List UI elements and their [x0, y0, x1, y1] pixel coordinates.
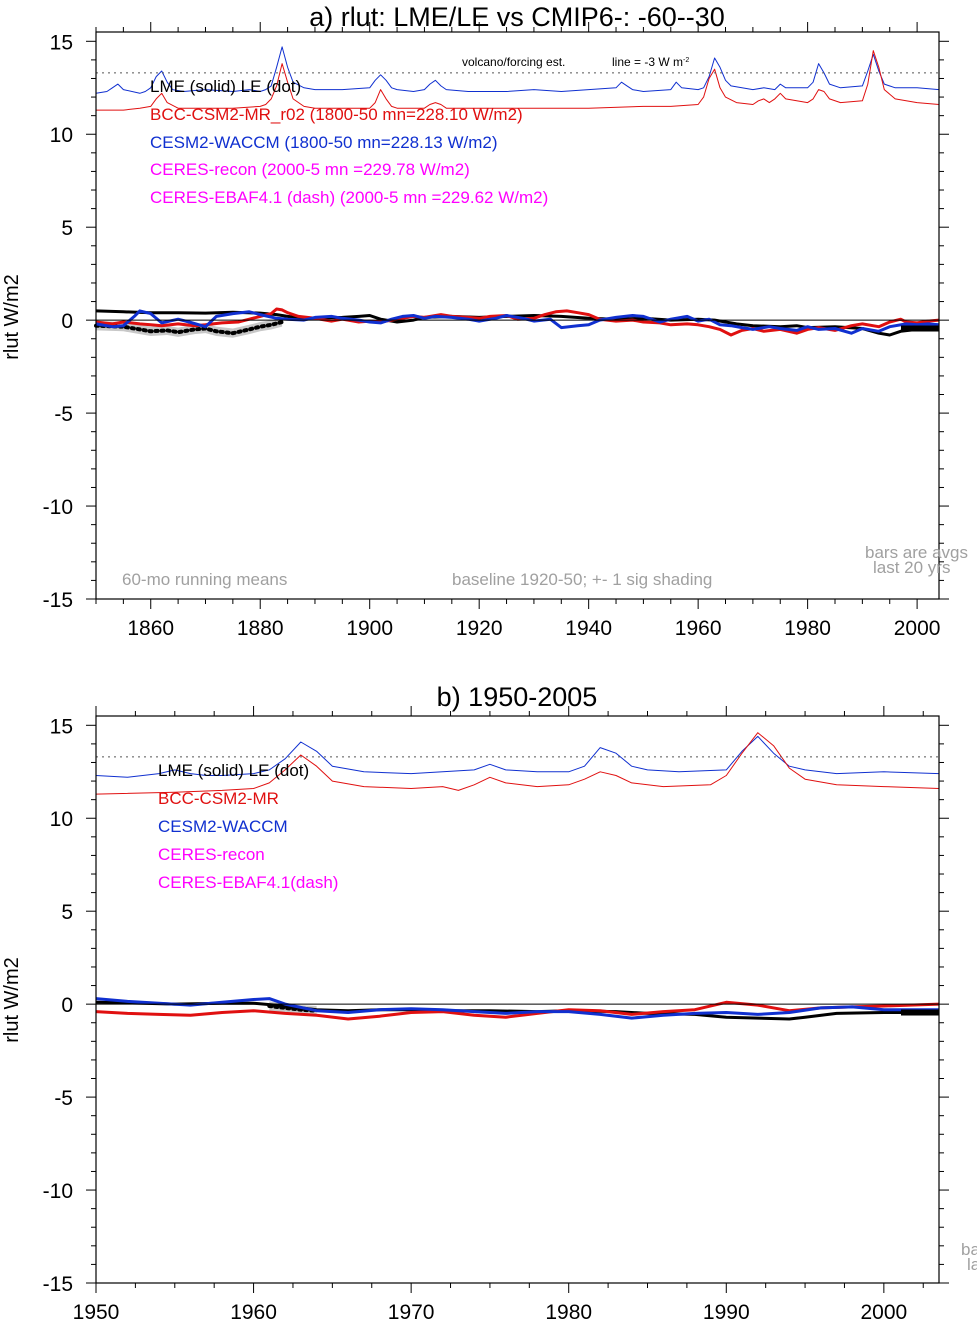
line-label-text: line = -3 W m [612, 55, 683, 69]
y-tick-label: 10 [50, 124, 73, 147]
series-line-le [94, 320, 285, 336]
panel-b-x-ticks: 1950 1960 1970 1980 1990 2000 [73, 706, 924, 1324]
y-tick-label: 0 [61, 310, 73, 333]
y-tick-label: 5 [61, 901, 73, 924]
bars-note-line1: ba [961, 1240, 977, 1259]
y-tick-label: -10 [43, 1180, 73, 1203]
x-tick-label: 1880 [237, 617, 284, 640]
x-tick-label: 1940 [565, 617, 612, 640]
series-line-cesm2-waccm [95, 309, 940, 335]
legend-entry: CERES-recon [158, 845, 265, 864]
x-tick-label: 1950 [73, 1301, 120, 1324]
baseline-note: baseline 1920-50; +- 1 sig shading [452, 570, 712, 589]
y-tick-label: 15 [50, 31, 73, 54]
panel-b-legend: LME (solid) LE (dot) BCC-CSM2-MR CESM2-W… [158, 761, 338, 892]
legend-entry: LME (solid) LE (dot) [150, 77, 301, 96]
series-line-bcc-csm2-mr-r02 [95, 307, 940, 337]
x-tick-label: 1900 [346, 617, 393, 640]
last-20yr-bar [901, 1009, 939, 1016]
x-tick-label: 2000 [894, 617, 941, 640]
y-tick-label: -10 [43, 496, 73, 519]
series-line-lme [95, 1000, 939, 1021]
series-line-cesm2-waccm-forcing [95, 46, 940, 94]
bars-note-line2: la [967, 1255, 977, 1274]
panel-a-x-ticks: 1860 1880 1900 1920 1940 1960 1980 2000 [95, 22, 941, 640]
x-tick-label: 1960 [230, 1301, 277, 1324]
panel-a-chart: a) rlut: LME/LE vs CMIP6-: -60--30 rlut … [1, 2, 968, 640]
legend-entry: CERES-EBAF4.1(dash) [158, 873, 338, 892]
plot-frame [95, 31, 940, 600]
series-line-bcc-csm2-mr [95, 1000, 940, 1021]
legend-entry: CERES-EBAF4.1 (dash) (2000-5 mn =229.62 … [150, 188, 548, 207]
panel-b-y-axis-label: rlut W/m2 [1, 957, 23, 1043]
y-tick-label: -15 [43, 1273, 73, 1296]
series-line-cesm2-waccm-forcing [95, 735, 940, 778]
panel-b-frame [95, 715, 940, 1284]
x-tick-label: 1960 [675, 617, 722, 640]
last-20yr-bar [901, 325, 939, 332]
y-tick-label: 0 [61, 994, 73, 1017]
panel-a-series [94, 46, 940, 337]
line-label: line = -3 W m-2 [612, 55, 689, 69]
panel-a-frame [95, 31, 940, 600]
panel-b-series [95, 732, 940, 1021]
legend-entry: CESM2-WACCM [158, 817, 288, 836]
x-tick-label: 1920 [456, 617, 503, 640]
panel-a-legend: LME (solid) LE (dot) BCC-CSM2-MR_r02 (18… [150, 77, 548, 207]
running-mean-note: 60-mo running means [122, 570, 287, 589]
legend-entry: BCC-CSM2-MR [158, 789, 279, 808]
legend-entry: CESM2-WACCM (1800-50 mn=228.13 W/m2) [150, 133, 498, 152]
legend-entry: LME (solid) LE (dot) [158, 761, 309, 780]
bars-note-line1: bars are avgs [865, 543, 968, 562]
y-tick-label: 10 [50, 808, 73, 831]
bars-note-line2: last 20 yrs [873, 558, 950, 577]
y-tick-label: -15 [43, 589, 73, 612]
x-tick-label: 2000 [860, 1301, 907, 1324]
panel-b-title: b) 1950-2005 [437, 682, 598, 712]
plot-frame [95, 715, 940, 1284]
x-tick-label: 1980 [545, 1301, 592, 1324]
x-tick-label: 1970 [388, 1301, 435, 1324]
y-tick-label: 15 [50, 715, 73, 738]
volcano-label: volcano/forcing est. [462, 55, 565, 69]
y-tick-label: 5 [61, 217, 73, 240]
panel-a-y-axis-label: rlut W/m2 [1, 274, 23, 360]
panel-b-y-ticks: 15 10 5 0 -5 -10 -15 [43, 715, 949, 1296]
x-tick-label: 1980 [784, 617, 831, 640]
panel-a-y-ticks: 15 10 5 0 -5 -10 -15 [43, 31, 949, 612]
y-tick-label: -5 [54, 1087, 73, 1110]
panel-a-title: a) rlut: LME/LE vs CMIP6-: -60--30 [309, 2, 725, 32]
series-line-bcc-csm2-mr-forcing [95, 732, 940, 795]
y-tick-label: -5 [54, 403, 73, 426]
legend-entry: BCC-CSM2-MR_r02 (1800-50 mn=228.10 W/m2) [150, 105, 523, 124]
x-tick-label: 1860 [127, 617, 174, 640]
panel-b-chart: b) 1950-2005 rlut W/m2 1950 1960 1970 1980 1… [1, 682, 977, 1324]
series-line-cesm2-waccm [95, 997, 939, 1020]
legend-entry: CERES-recon (2000-5 mn =229.78 W/m2) [150, 160, 470, 179]
series-line-bcc-csm2-mr-forcing [96, 50, 940, 111]
line-label-superscript: -2 [683, 57, 689, 64]
x-tick-label: 1990 [703, 1301, 750, 1324]
